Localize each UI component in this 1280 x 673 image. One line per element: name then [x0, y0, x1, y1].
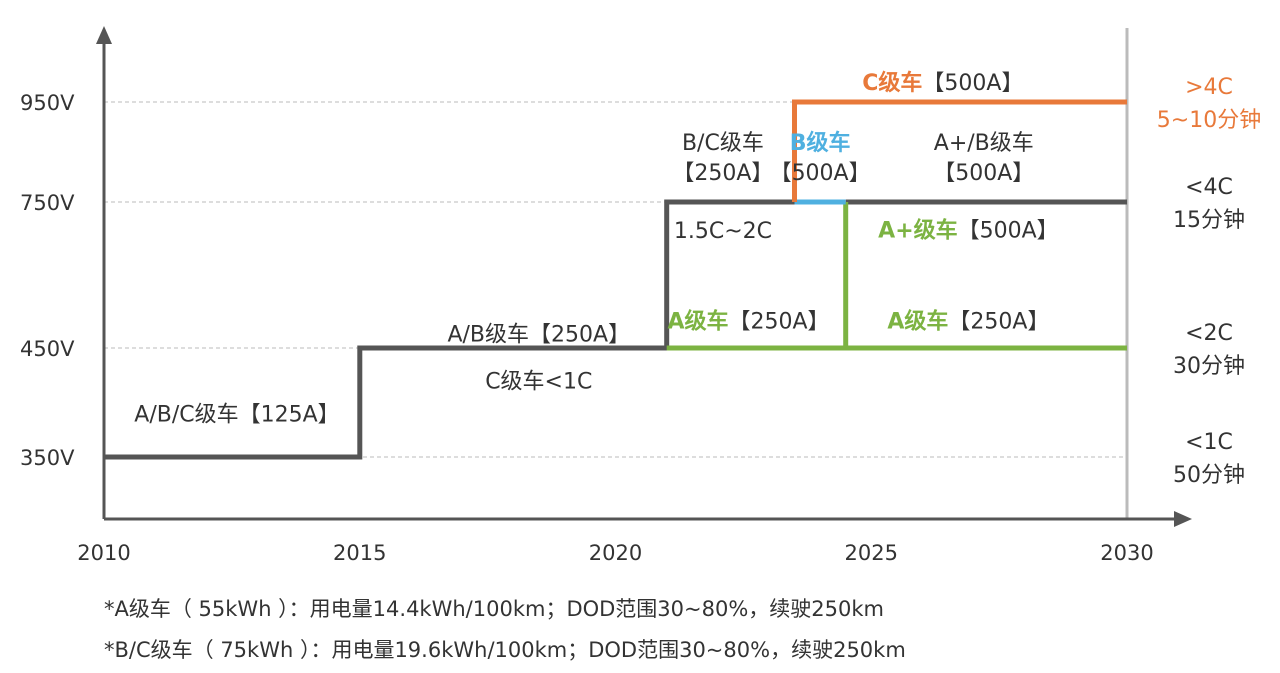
- right-label-1-1: 15分钟: [1173, 208, 1245, 233]
- ann-apb-2: 【500A】: [933, 161, 1034, 186]
- right-label-2-1: 30分钟: [1173, 354, 1245, 379]
- y-axis-arrow-icon: [96, 26, 112, 44]
- ann-125: A/B/C级车【125A】: [134, 402, 339, 427]
- ann-ap500: A+级车【500A】: [878, 217, 1059, 243]
- right-label-2-0: <2C: [1185, 321, 1233, 346]
- ann-a250-a: A级车【250A】: [667, 309, 829, 335]
- ann-c500: C级车【500A】: [862, 70, 1023, 96]
- ann-apb-1: A+/B级车: [934, 131, 1034, 156]
- right-label-0-1: 5~10分钟: [1157, 108, 1261, 133]
- x-tick-label-2025: 2025: [845, 541, 898, 565]
- ann-bc250-1: B/C级车: [682, 131, 764, 156]
- x-tick-label-2020: 2020: [589, 541, 642, 565]
- y-tick-label-950: 950V: [20, 91, 75, 115]
- ann-ab250: A/B级车【250A】: [447, 322, 630, 347]
- y-tick-label-450: 450V: [20, 337, 75, 361]
- ann-bc250-2: 【250A】: [672, 161, 773, 186]
- y-tick-label-350: 350V: [20, 446, 75, 470]
- footnote-bc: *B/C级车（ 75kWh ）：用电量19.6kWh/100km；DOD范围30…: [104, 638, 906, 662]
- series-line-5: [792, 99, 1127, 202]
- x-tick-label-2030: 2030: [1100, 541, 1153, 565]
- ann-b500-1: B级车: [790, 130, 851, 156]
- ann-b500-2: 【500A】: [770, 161, 871, 186]
- x-tick-label-2015: 2015: [333, 541, 386, 565]
- footnote-a: *A级车（ 55kWh ）：用电量14.4kWh/100km；DOD范围30~8…: [104, 597, 885, 621]
- ann-a250-b: A级车【250A】: [887, 309, 1049, 335]
- right-label-3-0: <1C: [1185, 430, 1233, 455]
- ann-c1c: C级车<1C: [485, 370, 592, 395]
- series-line-0: [104, 199, 795, 460]
- right-label-0-0: >4C: [1185, 75, 1233, 100]
- right-label-3-1: 50分钟: [1173, 463, 1245, 488]
- ann-15c: 1.5C~2C: [674, 219, 772, 244]
- right-label-1-0: <4C: [1185, 175, 1233, 200]
- x-tick-label-2010: 2010: [77, 541, 130, 565]
- y-tick-label-750: 750V: [20, 191, 75, 215]
- x-axis-arrow-icon: [1174, 511, 1192, 527]
